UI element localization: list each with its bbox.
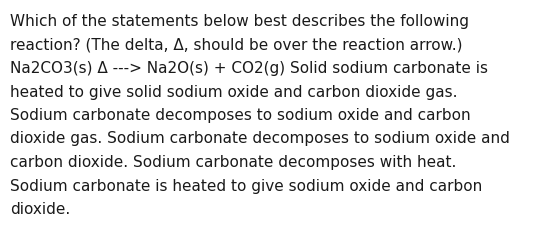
Text: carbon dioxide. Sodium carbonate decomposes with heat.: carbon dioxide. Sodium carbonate decompo… (10, 154, 456, 169)
Text: reaction? (The delta, Δ, should be over the reaction arrow.): reaction? (The delta, Δ, should be over … (10, 37, 463, 52)
Text: dioxide gas. Sodium carbonate decomposes to sodium oxide and: dioxide gas. Sodium carbonate decomposes… (10, 131, 510, 146)
Text: Na2CO3(s) Δ ---> Na2O(s) + CO2(g) Solid sodium carbonate is: Na2CO3(s) Δ ---> Na2O(s) + CO2(g) Solid … (10, 61, 488, 76)
Text: Sodium carbonate decomposes to sodium oxide and carbon: Sodium carbonate decomposes to sodium ox… (10, 108, 470, 123)
Text: heated to give solid sodium oxide and carbon dioxide gas.: heated to give solid sodium oxide and ca… (10, 84, 458, 99)
Text: Sodium carbonate is heated to give sodium oxide and carbon: Sodium carbonate is heated to give sodiu… (10, 178, 482, 193)
Text: dioxide.: dioxide. (10, 201, 70, 216)
Text: Which of the statements below best describes the following: Which of the statements below best descr… (10, 14, 469, 29)
